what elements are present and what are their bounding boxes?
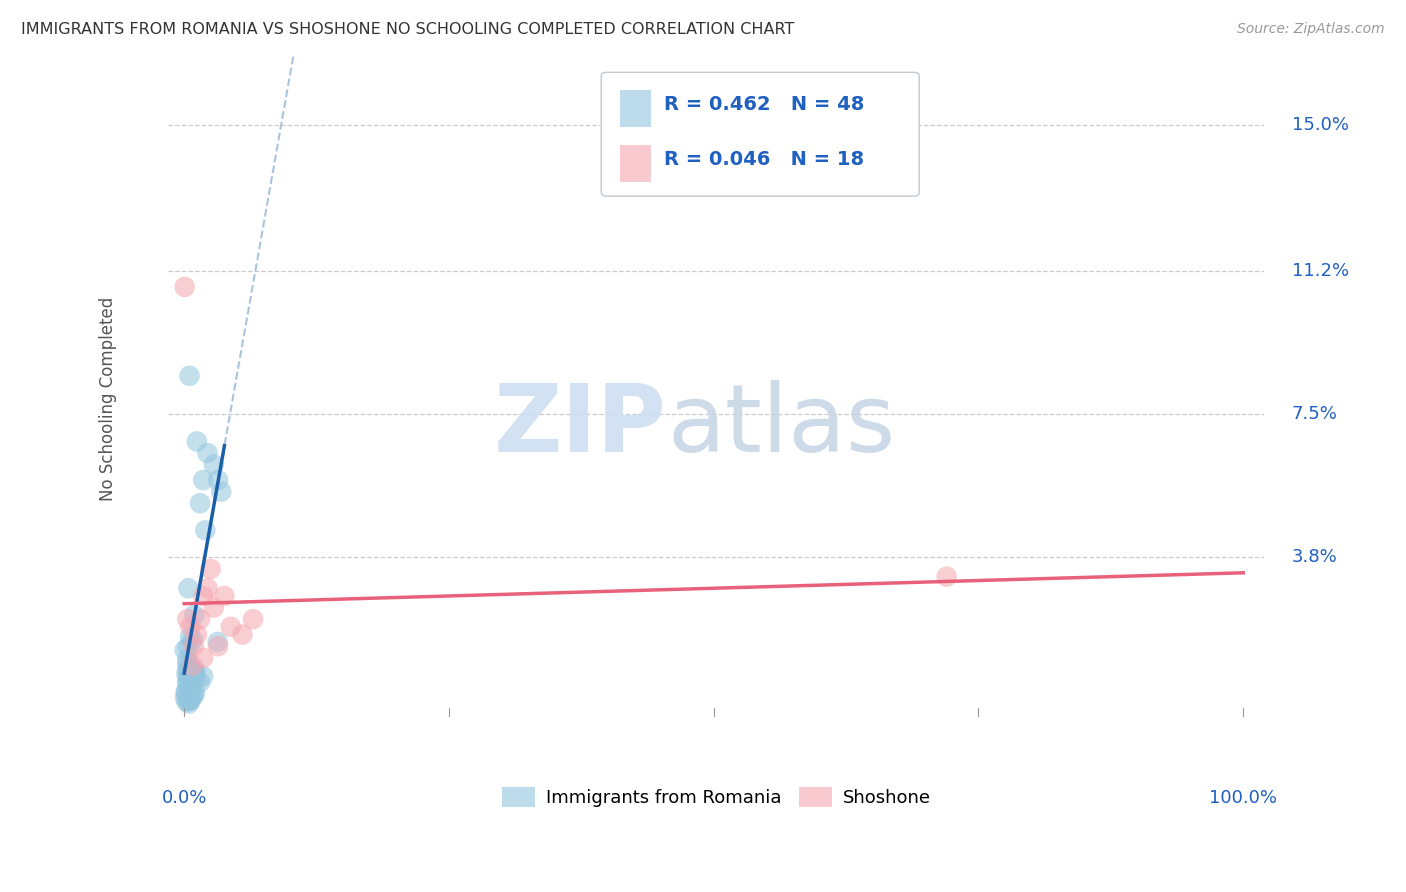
FancyBboxPatch shape	[602, 72, 920, 196]
Bar	[620, 145, 651, 182]
Text: 7.5%: 7.5%	[1292, 405, 1337, 424]
Point	[184, 663, 207, 677]
Point	[186, 434, 208, 449]
Point	[193, 473, 215, 487]
Point	[177, 674, 200, 689]
Point	[197, 446, 219, 460]
Point	[193, 650, 215, 665]
Text: Source: ZipAtlas.com: Source: ZipAtlas.com	[1237, 22, 1385, 37]
Point	[197, 581, 219, 595]
Point	[177, 671, 200, 685]
Point	[184, 685, 207, 699]
Text: IMMIGRANTS FROM ROMANIA VS SHOSHONE NO SCHOOLING COMPLETED CORRELATION CHART: IMMIGRANTS FROM ROMANIA VS SHOSHONE NO S…	[21, 22, 794, 37]
Point	[184, 666, 207, 681]
Point	[177, 666, 200, 681]
Text: atlas: atlas	[666, 381, 896, 473]
Point	[176, 657, 198, 672]
Point	[188, 496, 211, 510]
Bar	[620, 89, 651, 128]
Point	[191, 669, 214, 683]
Point	[183, 688, 205, 702]
Point	[193, 589, 215, 603]
Point	[219, 620, 242, 634]
Point	[181, 670, 204, 684]
Point	[177, 668, 200, 682]
Point	[179, 677, 201, 691]
Point	[202, 600, 225, 615]
Point	[214, 589, 236, 603]
Point	[188, 612, 211, 626]
Point	[177, 581, 200, 595]
Point	[184, 673, 207, 687]
Point	[183, 639, 205, 653]
Point	[180, 681, 202, 695]
Point	[202, 458, 225, 472]
Point	[176, 662, 198, 676]
Point	[174, 684, 197, 698]
Text: 0.0%: 0.0%	[162, 789, 207, 807]
Point	[177, 697, 200, 711]
Point	[209, 484, 232, 499]
Point	[207, 473, 229, 487]
Point	[231, 627, 253, 641]
Point	[181, 632, 204, 647]
Point	[180, 662, 202, 676]
Point	[176, 675, 198, 690]
Text: R = 0.046   N = 18: R = 0.046 N = 18	[664, 150, 863, 169]
Point	[179, 630, 201, 644]
Point	[177, 640, 200, 654]
Point	[176, 652, 198, 666]
Point	[177, 693, 200, 707]
Point	[181, 689, 204, 703]
Point	[174, 686, 197, 700]
Text: 11.2%: 11.2%	[1292, 262, 1348, 280]
Point	[188, 675, 211, 690]
Point	[183, 607, 205, 622]
Text: R = 0.462   N = 48: R = 0.462 N = 48	[664, 95, 865, 114]
Point	[207, 635, 229, 649]
Point	[200, 562, 222, 576]
Point	[177, 694, 200, 708]
Text: 15.0%: 15.0%	[1292, 116, 1348, 134]
Point	[935, 569, 957, 583]
Text: No Schooling Completed: No Schooling Completed	[98, 297, 117, 501]
Point	[194, 523, 217, 537]
Text: 100.0%: 100.0%	[1209, 789, 1277, 807]
Text: ZIP: ZIP	[494, 381, 666, 473]
Point	[180, 693, 202, 707]
Point	[176, 694, 198, 708]
Point	[242, 612, 264, 626]
Point	[176, 612, 198, 626]
Text: 3.8%: 3.8%	[1292, 549, 1337, 566]
Point	[181, 658, 204, 673]
Point	[207, 639, 229, 653]
Point	[180, 620, 202, 634]
Legend: Immigrants from Romania, Shoshone: Immigrants from Romania, Shoshone	[495, 780, 938, 814]
Point	[176, 666, 198, 681]
Point	[173, 643, 195, 657]
Point	[177, 681, 200, 695]
Point	[173, 280, 195, 294]
Point	[179, 368, 201, 383]
Point	[186, 627, 208, 641]
Point	[174, 690, 197, 705]
Point	[184, 668, 207, 682]
